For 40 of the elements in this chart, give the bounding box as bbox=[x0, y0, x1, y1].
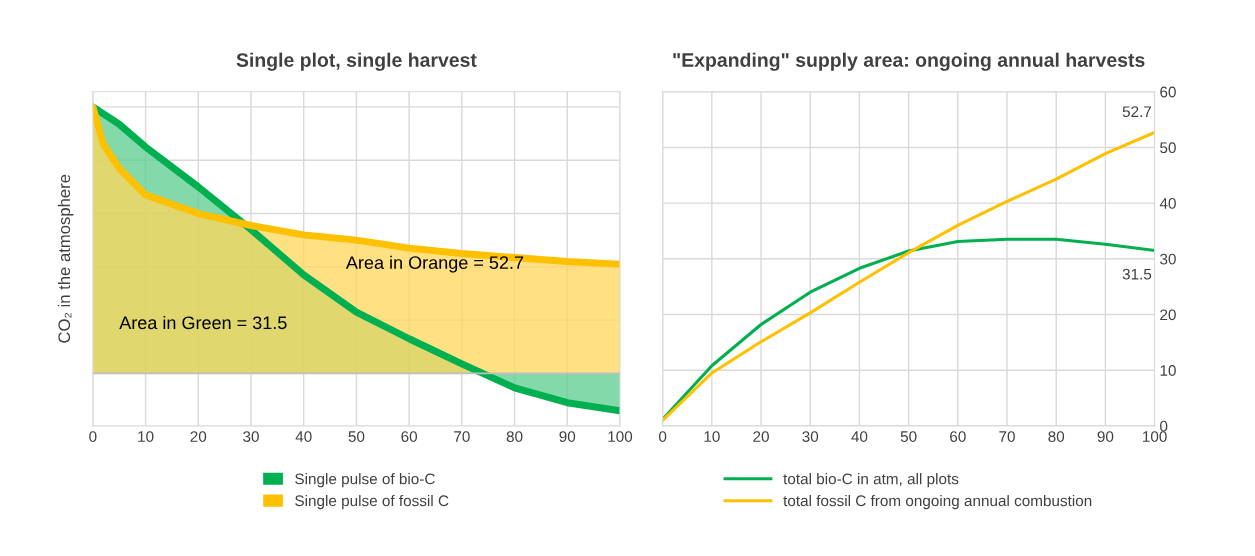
x-tick-label: 70 bbox=[454, 431, 470, 442]
x-tick-label: 20 bbox=[753, 431, 769, 442]
annotation: Area in Orange = 52.7 bbox=[345, 255, 524, 273]
x-tick-label: 100 bbox=[1143, 431, 1167, 442]
y-axis-title: CO₂ in the atmosphere bbox=[57, 174, 74, 343]
legend-label: Single pulse of fossil C bbox=[295, 494, 449, 510]
x-tick-label: 10 bbox=[704, 431, 720, 442]
legend-label: total fossil C from ongoing annual combustion bbox=[783, 494, 1092, 510]
y-tick-label: 60 bbox=[1160, 86, 1176, 98]
x-tick-label: 40 bbox=[851, 431, 868, 442]
chart-title: "Expanding" supply area: ongoing annual harvests bbox=[673, 52, 1145, 71]
y-tick-label: 40 bbox=[1159, 197, 1176, 209]
x-tick-label: 30 bbox=[802, 431, 819, 442]
y-tick-label: 50 bbox=[1160, 142, 1176, 154]
x-tick-label: 40 bbox=[295, 431, 312, 442]
x-tick-label: 70 bbox=[999, 431, 1015, 442]
y-tick-label: 20 bbox=[1160, 309, 1176, 321]
x-tick-label: 50 bbox=[900, 431, 917, 442]
y-tick-label: 0 bbox=[1160, 420, 1168, 432]
x-tick-label: 80 bbox=[1048, 431, 1065, 442]
y-tick-label: 30 bbox=[1160, 253, 1176, 265]
legend-label: total bio-C in atm, all plots bbox=[783, 473, 959, 488]
x-tick-label: 0 bbox=[658, 431, 667, 442]
x-tick-label: 60 bbox=[950, 431, 966, 442]
x-tick-label: 30 bbox=[243, 431, 259, 442]
x-tick-label: 80 bbox=[506, 431, 523, 442]
x-tick-label: 20 bbox=[190, 431, 207, 442]
annotation: 52.7 bbox=[1122, 106, 1152, 118]
x-tick-label: 60 bbox=[401, 431, 418, 442]
chart-title: Single plot, single harvest bbox=[236, 52, 477, 71]
annotation: Area in Green = 31.5 bbox=[119, 315, 287, 330]
x-tick-label: 50 bbox=[348, 431, 365, 442]
x-tick-label: 90 bbox=[559, 431, 576, 442]
x-tick-label: 0 bbox=[89, 431, 97, 442]
legend-label: Single pulse of bio-C bbox=[295, 473, 435, 488]
annotation: 31.5 bbox=[1122, 268, 1152, 280]
x-tick-label: 10 bbox=[138, 431, 154, 442]
x-tick-label: 100 bbox=[608, 431, 633, 442]
x-tick-label: 90 bbox=[1097, 431, 1114, 442]
y-tick-label: 10 bbox=[1160, 365, 1176, 376]
